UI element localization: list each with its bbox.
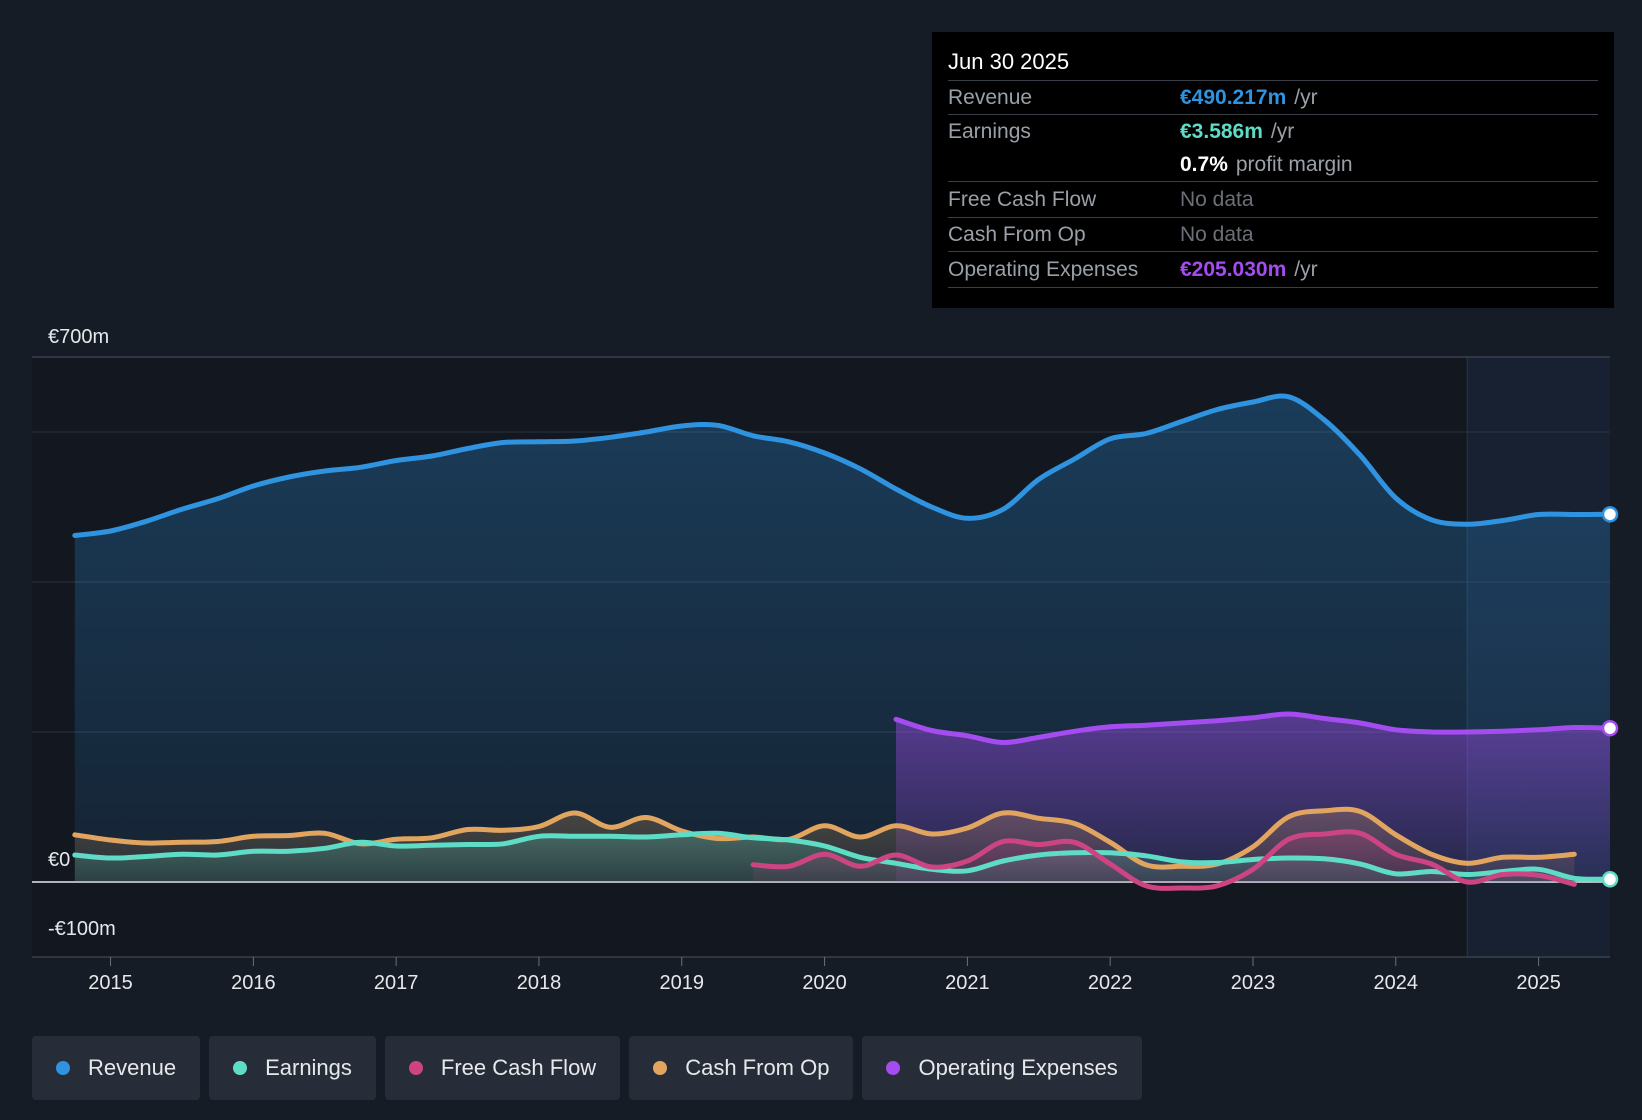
- tooltip-earnings-unit: /yr: [1270, 119, 1295, 143]
- legend-earnings-label: Earnings: [265, 1055, 352, 1080]
- x-tick-label: 2024: [1374, 972, 1419, 994]
- y-tick-label: €0: [48, 849, 70, 871]
- tooltip-date: Jun 30 2025: [948, 44, 1598, 81]
- series-revenue-line: [72, 393, 1613, 538]
- legend-item-cfo[interactable]: Cash From Op: [629, 1036, 854, 1100]
- tooltip-fcf-label: Free Cash Flow: [948, 187, 1097, 211]
- series-fcf-line: [750, 829, 1577, 891]
- series-cfo-line: [72, 806, 1577, 870]
- tooltip-opex-value: €205.030m: [1180, 257, 1287, 281]
- tooltip-panel: Jun 30 2025 Revenue €490.217m /yr Earnin…: [932, 32, 1614, 308]
- tooltip-earnings-value: €3.586m: [1180, 119, 1263, 143]
- tooltip-row-fcf: Free Cash Flow No data: [948, 182, 1598, 218]
- tooltip-opex-label: Operating Expenses: [948, 257, 1139, 281]
- x-tick-label: 2020: [802, 972, 847, 994]
- opex-dot-icon: [886, 1061, 901, 1075]
- tooltip-profit-margin-value: 0.7%: [1180, 152, 1228, 176]
- y-tick-label: -€100m: [48, 918, 116, 940]
- tooltip-row-opex: Operating Expenses €205.030m /yr: [948, 252, 1598, 288]
- x-tick-label: 2018: [517, 972, 562, 994]
- x-tick-label: 2021: [945, 972, 990, 994]
- tooltip-row-profit-margin: 0.7% profit margin: [948, 148, 1598, 182]
- legend: Revenue Earnings Free Cash Flow Cash Fro…: [32, 1036, 1142, 1100]
- legend-item-earnings[interactable]: Earnings: [209, 1036, 376, 1100]
- legend-item-fcf[interactable]: Free Cash Flow: [384, 1036, 621, 1100]
- tooltip-row-revenue: Revenue €490.217m /yr: [948, 81, 1598, 115]
- legend-item-opex[interactable]: Operating Expenses: [862, 1036, 1142, 1100]
- x-tick-label: 2022: [1088, 972, 1133, 994]
- fcf-dot-icon: [408, 1061, 423, 1075]
- tooltip-revenue-value: €490.217m: [1180, 85, 1287, 109]
- x-tick-label: 2019: [660, 972, 705, 994]
- legend-revenue-label: Revenue: [88, 1055, 177, 1080]
- x-tick-label: 2015: [88, 972, 133, 994]
- series-fcf-area: [753, 831, 1575, 889]
- legend-opex-label: Operating Expenses: [918, 1055, 1118, 1080]
- series-earnings-line: [72, 830, 1613, 882]
- revenue-dot-icon: [56, 1061, 70, 1075]
- x-tick-label: 2017: [374, 972, 419, 994]
- series-revenue-end-marker: [1601, 506, 1619, 523]
- series-earnings-end-marker: [1601, 871, 1619, 888]
- tooltip-profit-margin-label: profit margin: [1235, 152, 1353, 176]
- tooltip-revenue-unit: /yr: [1294, 85, 1318, 109]
- cfo-dot-icon: [653, 1061, 668, 1075]
- tooltip-row-earnings: Earnings €3.586m /yr: [948, 115, 1598, 148]
- series-opex-end-marker: [1601, 719, 1619, 737]
- legend-cfo-label: Cash From Op: [685, 1055, 830, 1080]
- x-tick-label: 2025: [1516, 972, 1561, 994]
- x-tick-label: 2023: [1231, 972, 1276, 994]
- tooltip-cfo-value: No data: [1180, 222, 1254, 246]
- legend-fcf-label: Free Cash Flow: [440, 1055, 597, 1080]
- legend-item-revenue[interactable]: Revenue: [32, 1036, 201, 1100]
- y-tick-label: €700m: [48, 326, 109, 348]
- tooltip-opex-unit: /yr: [1294, 257, 1318, 281]
- series-opex-line: [893, 711, 1613, 746]
- x-tick-label: 2016: [231, 972, 276, 994]
- earnings-dot-icon: [233, 1061, 248, 1075]
- tooltip-fcf-value: No data: [1180, 187, 1254, 211]
- tooltip-row-cfo: Cash From Op No data: [948, 218, 1598, 252]
- tooltip-earnings-label: Earnings: [948, 119, 1031, 143]
- tooltip-revenue-label: Revenue: [948, 85, 1033, 109]
- tooltip-cfo-label: Cash From Op: [948, 222, 1086, 246]
